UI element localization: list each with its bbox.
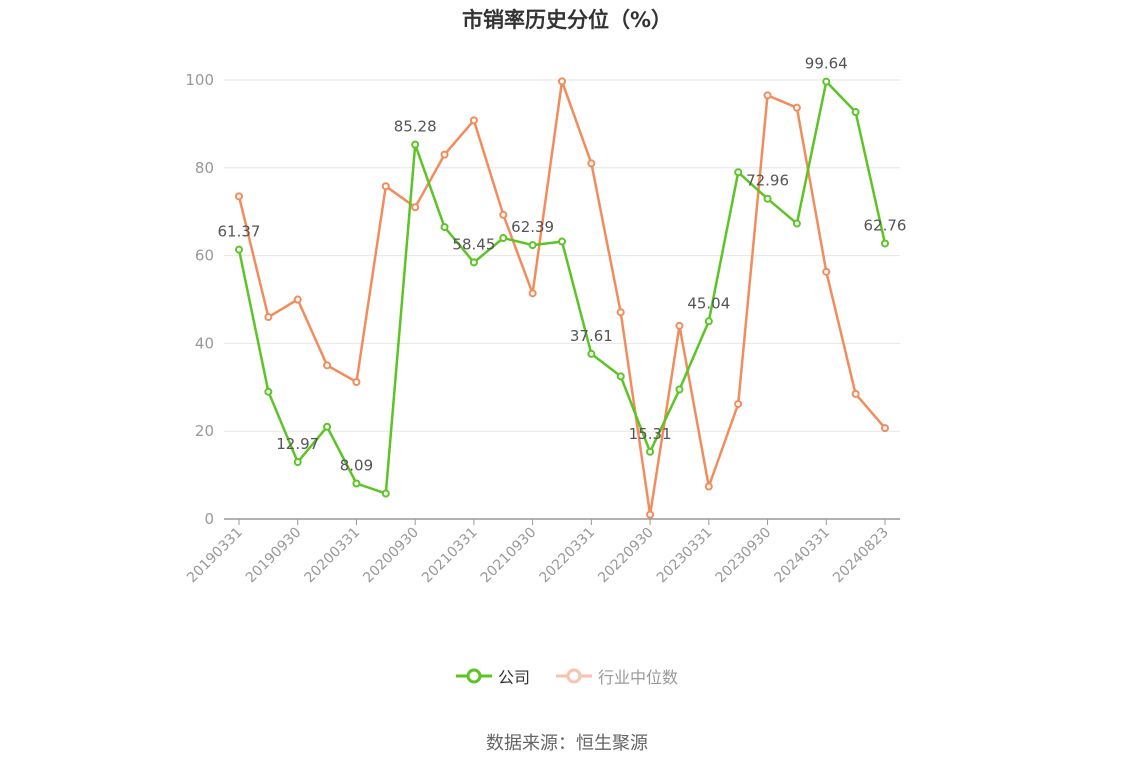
x-tick-label: 20200331 <box>302 525 364 587</box>
data-point <box>381 182 390 191</box>
data-point <box>646 447 655 456</box>
y-tick-label: 100 <box>185 71 214 89</box>
data-label: 45.04 <box>687 294 730 312</box>
data-point <box>293 295 302 304</box>
legend-item-industry[interactable]: 行业中位数 <box>556 664 678 688</box>
chart-title: 市销率历史分位（%） <box>461 8 673 32</box>
x-tick-label: 20220930 <box>595 525 657 587</box>
data-point <box>528 241 537 250</box>
data-label: 8.09 <box>340 456 373 474</box>
data-point <box>675 321 684 330</box>
data-point <box>734 168 743 177</box>
data-label: 62.76 <box>864 216 907 234</box>
x-tick-label: 20210331 <box>419 525 481 587</box>
data-point <box>734 399 743 408</box>
data-point <box>264 387 273 396</box>
series-line-1 <box>237 80 886 516</box>
data-label: 62.39 <box>511 218 554 236</box>
data-label: 72.96 <box>746 172 789 190</box>
data-point <box>851 108 860 117</box>
data-point <box>293 458 302 467</box>
data-point <box>235 192 243 201</box>
data-source: 数据来源：恒生聚源 <box>486 733 648 754</box>
data-point <box>646 510 655 519</box>
data-point <box>763 194 772 203</box>
x-tick-label: 20240331 <box>771 525 833 587</box>
data-point <box>323 422 332 431</box>
data-point <box>763 91 772 100</box>
data-point <box>499 210 508 219</box>
legend[interactable]: 公司 行业中位数 <box>0 664 1134 688</box>
y-tick-label: 0 <box>204 510 214 528</box>
data-point <box>352 378 361 387</box>
data-label: 61.37 <box>218 223 261 241</box>
legend-swatch-industry <box>556 668 592 684</box>
data-point <box>851 389 860 398</box>
data-point <box>881 424 889 433</box>
data-point <box>440 150 449 159</box>
x-tick-label: 20230930 <box>713 525 775 587</box>
x-tick-label: 20230331 <box>654 525 716 587</box>
y-tick-label: 40 <box>195 334 214 352</box>
data-point <box>587 159 596 168</box>
legend-label-industry: 行业中位数 <box>598 668 679 687</box>
data-point <box>675 385 684 394</box>
data-point <box>822 77 831 86</box>
x-tick-label: 20210930 <box>478 525 540 587</box>
data-point <box>499 234 508 243</box>
x-tick-label: 20220331 <box>536 525 598 587</box>
data-label: 99.64 <box>805 55 848 73</box>
data-point <box>528 289 537 298</box>
data-point <box>323 361 332 370</box>
x-tick-label: 20240823 <box>830 525 892 587</box>
data-label: 15.31 <box>629 425 672 443</box>
x-tick-label: 20190331 <box>184 525 246 587</box>
data-label: 12.97 <box>276 435 319 453</box>
data-label: 37.61 <box>570 327 613 345</box>
data-point <box>587 349 596 358</box>
data-point <box>352 479 361 488</box>
data-point <box>440 223 449 232</box>
x-tick-label: 20200930 <box>360 525 422 587</box>
data-point <box>704 482 713 491</box>
legend-item-company[interactable]: 公司 <box>455 664 530 688</box>
data-point <box>558 237 566 246</box>
series-line-0 <box>237 80 887 495</box>
data-label: 58.45 <box>452 235 495 253</box>
data-point <box>792 219 801 228</box>
y-tick-label: 60 <box>195 247 214 265</box>
legend-label-company: 公司 <box>497 668 530 687</box>
y-tick-label: 20 <box>195 422 214 440</box>
data-point <box>616 372 625 381</box>
y-tick-label: 80 <box>195 159 214 177</box>
data-point <box>381 489 390 498</box>
data-point <box>411 203 420 212</box>
data-label: 85.28 <box>394 118 437 136</box>
data-point <box>235 245 243 254</box>
data-point <box>616 308 625 317</box>
data-point <box>411 140 420 149</box>
data-point <box>469 116 478 125</box>
data-point <box>558 77 566 86</box>
legend-swatch-company <box>455 668 492 684</box>
x-tick-label: 20190930 <box>243 525 305 587</box>
data-point <box>469 258 478 267</box>
data-point <box>822 267 831 276</box>
data-point <box>792 103 801 112</box>
data-point <box>264 313 273 322</box>
data-point <box>881 239 889 248</box>
data-point <box>704 317 713 326</box>
